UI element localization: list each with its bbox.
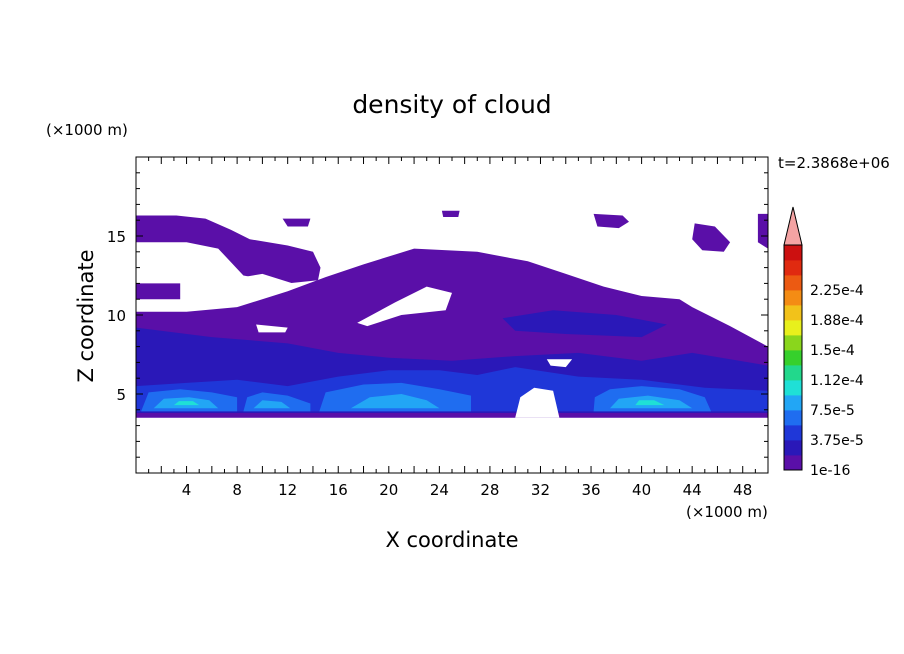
contour-region-level-0 [593,213,629,229]
y-tick-label: 10 [107,307,126,325]
colorbar-segment [784,350,802,366]
contour-region-level-5 [173,401,200,406]
x-tick-label: 40 [632,481,651,499]
contour-region-level-0 [136,215,321,284]
cloud-free-gap [515,387,560,418]
cloud-free-gap [189,273,293,295]
y-tick-label: 5 [116,386,126,404]
colorbar-label: 3.75e-5 [810,433,864,449]
x-tick-label: 12 [278,481,297,499]
y-tick-label: 15 [107,228,126,246]
colorbar-segment [784,455,802,471]
y-axis-label: Z coordinate [74,249,98,382]
x-tick-label: 8 [232,481,242,499]
colorbar-label: 1e-16 [810,463,850,479]
time-label: t=2.3868e+06 [778,154,890,172]
cloud-free-gap [546,359,573,368]
colorbar-segment [784,245,802,261]
colorbar-label: 7.5e-5 [810,403,855,419]
cloud-free-gap [357,286,452,327]
x-tick-label: 4 [182,481,192,499]
colorbar-segment [784,275,802,291]
colorbar-segment [784,290,802,306]
contour-region-level-0 [692,223,731,252]
contour-region-level-1 [502,310,667,338]
chart-title: density of cloud [352,90,551,119]
colorbar-segment [784,425,802,441]
x-tick-label: 32 [531,481,550,499]
contour-region-level-0 [441,210,460,217]
colorbar-segment [784,380,802,396]
y-unit-label: (×1000 m) [46,121,128,139]
contour-region-level-5 [635,400,665,406]
colorbar-segment [784,440,802,456]
colorbar-label: 1.88e-4 [810,313,864,329]
contour-field [136,210,768,418]
contour-region-level-0 [757,213,768,249]
colorbar-segment [784,335,802,351]
x-tick-label: 48 [733,481,752,499]
colorbar: 1e-16 3.75e-5 7.5e-5 1.12e-4 1.5e-4 1.88e-4 2.… [783,206,864,479]
colorbar-segment [784,305,802,321]
colorbar-label: 1.12e-4 [810,373,864,389]
colorbar-extend-arrow [783,206,803,246]
colorbar-segment [784,365,802,381]
x-axis-label: X coordinate [385,528,518,552]
colorbar-frame [783,244,803,471]
x-tick-label: 28 [480,481,499,499]
contour-region-level-4 [253,400,291,409]
contour-region-level-0 [136,283,181,300]
colorbar-label: 2.25e-4 [810,283,864,299]
contour-region-level-0 [282,218,311,227]
x-tick-label: 36 [581,481,600,499]
cloud-free-gap [707,264,731,287]
x-tick-label: 44 [683,481,702,499]
x-tick-label: 16 [329,481,348,499]
colorbar-segment [784,260,802,276]
colorbar-segment [784,395,802,411]
colorbar-label: 1.5e-4 [810,343,855,359]
cloud-free-gap [256,324,288,333]
contour-region-level-4 [350,394,440,409]
colorbar-segment [784,410,802,426]
x-unit-label: (×1000 m) [686,503,768,521]
x-tick-label: 20 [379,481,398,499]
x-tick-label: 24 [430,481,449,499]
colorbar-segment [784,320,802,336]
